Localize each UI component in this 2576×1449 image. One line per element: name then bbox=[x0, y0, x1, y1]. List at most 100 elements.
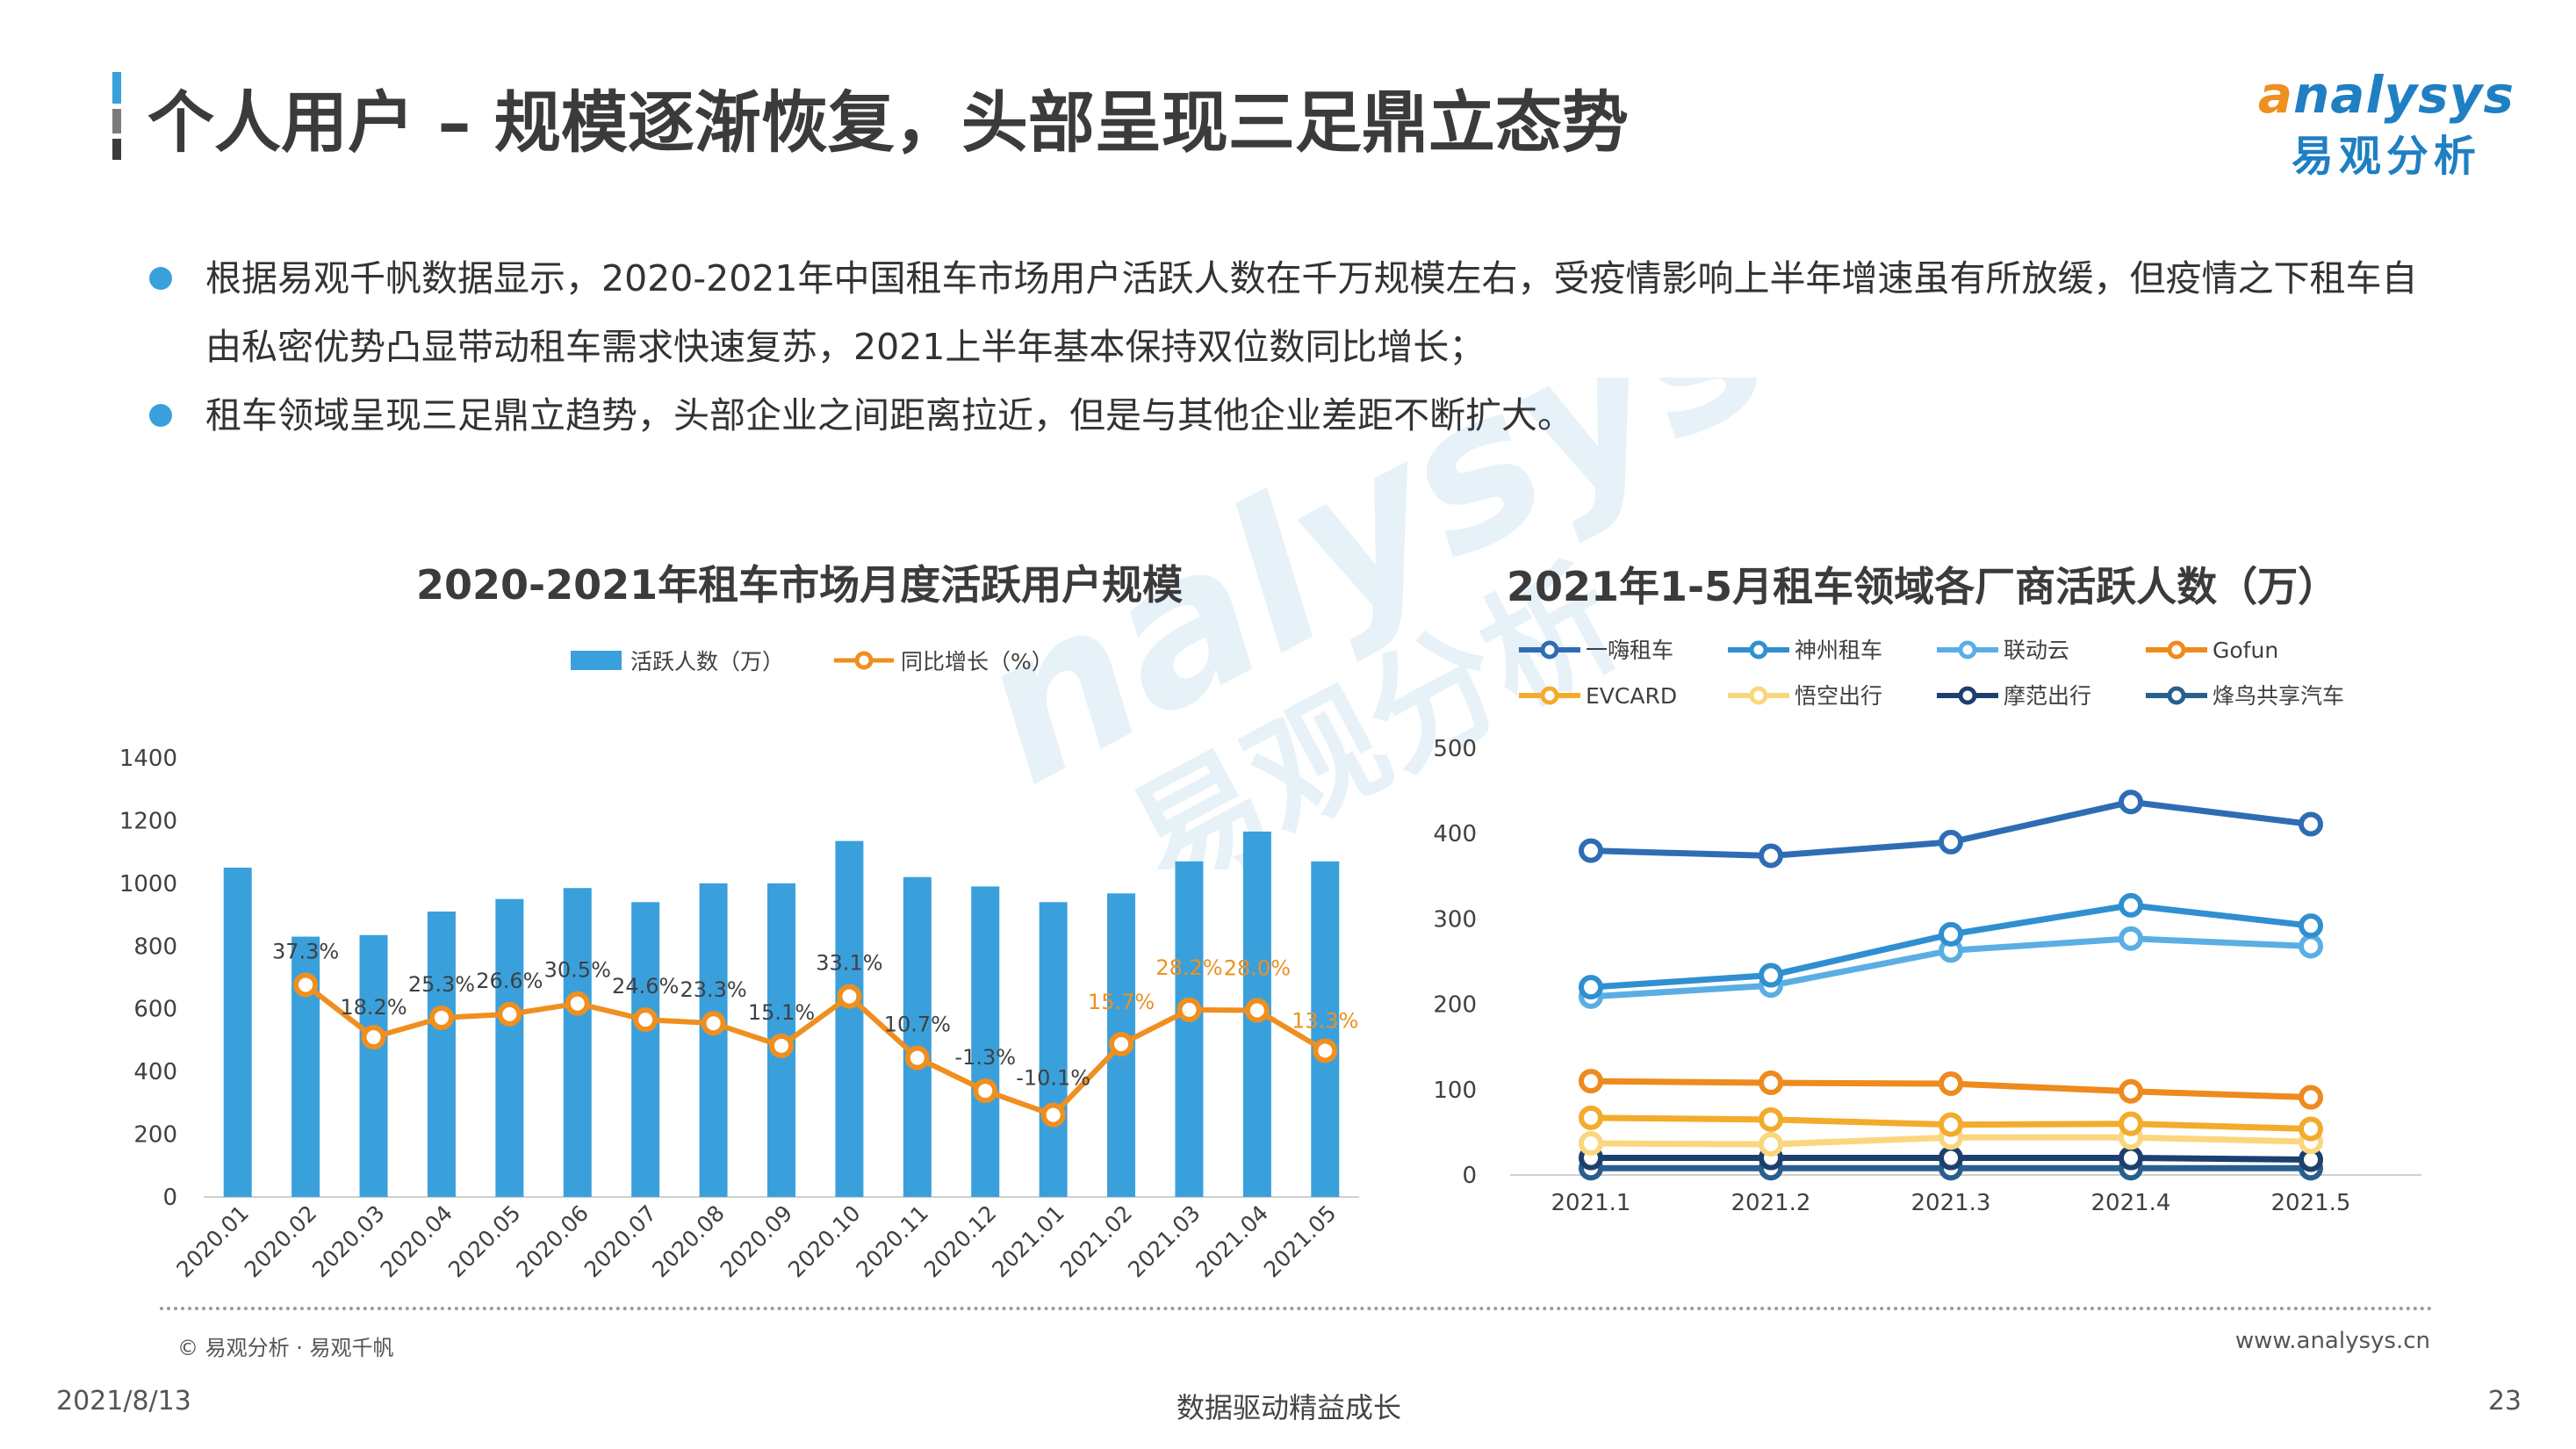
growth-point bbox=[293, 972, 319, 998]
x-tick-label: 2020.01 bbox=[171, 1200, 254, 1283]
series-point bbox=[1759, 1071, 1783, 1096]
growth-point bbox=[769, 1033, 794, 1058]
y-tick-label: 400 bbox=[1433, 821, 1477, 847]
slogan: 数据驱动精益成长 bbox=[1176, 1391, 1402, 1424]
x-tick-label: 2020.08 bbox=[647, 1200, 730, 1283]
series-point bbox=[1579, 1105, 1603, 1130]
growth-data-label: -10.1% bbox=[1016, 1066, 1090, 1091]
x-tick-label: 2021.3 bbox=[1911, 1190, 1991, 1216]
legend-line-label: 同比增长（%） bbox=[901, 649, 1054, 674]
y-tick-label: 200 bbox=[133, 1122, 177, 1149]
series-point bbox=[1759, 962, 1783, 988]
series-point bbox=[1759, 843, 1783, 869]
x-tick-label: 2020.09 bbox=[716, 1200, 798, 1283]
data-source: © 易观分析 · 易观千帆 bbox=[177, 1336, 394, 1360]
bar bbox=[903, 876, 932, 1197]
legend-bar-swatch bbox=[571, 651, 622, 670]
series-point bbox=[2119, 892, 2143, 918]
x-tick-label: 2020.04 bbox=[376, 1200, 458, 1283]
growth-data-label: 18.2% bbox=[340, 995, 407, 1020]
growth-line bbox=[304, 983, 1327, 1119]
title-accent-bar bbox=[112, 72, 121, 160]
y-tick-label: 300 bbox=[1433, 906, 1477, 933]
growth-point bbox=[1176, 997, 1202, 1022]
right-chart-title: 2021年1-5月租车领域各厂商活跃人数（万） bbox=[1507, 563, 2339, 610]
x-tick-label: 2020.05 bbox=[443, 1200, 526, 1283]
growth-data-label: -1.3% bbox=[954, 1045, 1016, 1070]
x-tick-label: 2021.4 bbox=[2091, 1190, 2171, 1216]
series-point bbox=[1579, 1131, 1603, 1157]
series-point bbox=[1939, 921, 1963, 947]
x-tick-label: 2020.02 bbox=[240, 1200, 322, 1283]
bar bbox=[835, 840, 864, 1197]
bar bbox=[427, 912, 456, 1197]
growth-point bbox=[428, 1005, 454, 1030]
bullet-item: 根据易观千帆数据显示，2020-2021年中国租车市场用户活跃人数在千万规模左右… bbox=[149, 244, 2450, 381]
website-link[interactable]: www.analysys.cn bbox=[2234, 1328, 2430, 1354]
growth-point bbox=[1040, 1102, 1066, 1128]
legend-marker bbox=[2167, 640, 2186, 660]
series-point bbox=[1579, 838, 1603, 863]
x-tick-label: 2021.05 bbox=[1259, 1200, 1342, 1283]
report-date: 2021/8/13 bbox=[56, 1386, 191, 1417]
legend-marker bbox=[2167, 686, 2186, 705]
legend-marker bbox=[1958, 686, 1977, 705]
y-tick-label: 500 bbox=[1433, 736, 1477, 762]
growth-data-label: 15.1% bbox=[748, 1000, 815, 1025]
bullet-dot-icon bbox=[149, 267, 172, 290]
bullet-text: 根据易观千帆数据显示，2020-2021年中国租车市场用户活跃人数在千万规模左右… bbox=[205, 257, 2418, 368]
series-point bbox=[1939, 1145, 1963, 1171]
page-title: 个人用户 – 规模逐渐恢复，头部呈现三足鼎立态势 bbox=[148, 83, 1629, 162]
bar bbox=[1311, 861, 1340, 1197]
series-point bbox=[2299, 913, 2323, 939]
bar bbox=[495, 898, 524, 1197]
legend-marker bbox=[1958, 640, 1977, 660]
legend-label: 联动云 bbox=[2004, 638, 2069, 663]
y-tick-label: 1000 bbox=[119, 871, 177, 898]
legend-label: 神州租车 bbox=[1795, 638, 1882, 663]
logo-chinese-name: 易观分析 bbox=[2291, 132, 2481, 181]
growth-data-label: 26.6% bbox=[476, 969, 543, 993]
x-tick-label: 2021.1 bbox=[1551, 1190, 1631, 1216]
y-tick-label: 1200 bbox=[119, 808, 177, 834]
y-tick-label: 0 bbox=[162, 1185, 177, 1211]
series-point bbox=[2299, 1085, 2323, 1110]
x-tick-label: 2021.5 bbox=[2271, 1190, 2351, 1216]
x-tick-label: 2021.02 bbox=[1055, 1200, 1138, 1283]
legend-label: 一嗨租车 bbox=[1586, 638, 1673, 663]
bar bbox=[631, 902, 660, 1197]
growth-point bbox=[973, 1078, 998, 1104]
logo-wordmark: analysys bbox=[2257, 65, 2515, 125]
legend-marker bbox=[1540, 640, 1559, 660]
legend: 活跃人数（万） 同比增长（%） bbox=[571, 649, 1054, 674]
x-tick-label: 2021.01 bbox=[987, 1200, 1069, 1283]
series-point bbox=[1579, 975, 1603, 1000]
series-point bbox=[2119, 1145, 2143, 1171]
series-point bbox=[1579, 1069, 1603, 1094]
series-point bbox=[1939, 1071, 1963, 1096]
x-tick-label: 2020.03 bbox=[307, 1200, 390, 1283]
y-tick-label: 100 bbox=[1433, 1078, 1477, 1104]
series-point bbox=[1939, 1112, 1963, 1137]
x-tick-label: 2021.04 bbox=[1191, 1200, 1274, 1283]
bullet-item: 租车领域呈现三足鼎立趋势，头部企业之间距离拉近，但是与其他企业差距不断扩大。 bbox=[149, 381, 2450, 450]
bar bbox=[1175, 861, 1204, 1197]
series-point bbox=[2119, 789, 2143, 815]
vendor-active-users-line-chart: 一嗨租车 神州租车 联动云 Gofun EVCARD 悟空出行 摩范出行 烽鸟共享汽车 0 10… bbox=[1433, 638, 2421, 1216]
growth-point bbox=[361, 1025, 386, 1050]
bar bbox=[699, 883, 728, 1197]
growth-point bbox=[837, 984, 862, 1009]
footer-divider bbox=[160, 1307, 2434, 1310]
growth-point bbox=[565, 991, 590, 1016]
bullet-list: 根据易观千帆数据显示，2020-2021年中国租车市场用户活跃人数在千万规模左右… bbox=[149, 244, 2450, 450]
series-point bbox=[2119, 926, 2143, 951]
x-tick-label: 2020.06 bbox=[511, 1200, 594, 1283]
legend-marker bbox=[1540, 686, 1559, 705]
series-point bbox=[2299, 811, 2323, 837]
bullet-dot-icon bbox=[149, 404, 172, 427]
y-tick-label: 800 bbox=[133, 934, 177, 960]
growth-data-label: 24.6% bbox=[612, 974, 679, 998]
growth-point bbox=[1109, 1031, 1134, 1056]
growth-data-label: 10.7% bbox=[884, 1013, 951, 1037]
legend-line-marker bbox=[854, 651, 874, 670]
